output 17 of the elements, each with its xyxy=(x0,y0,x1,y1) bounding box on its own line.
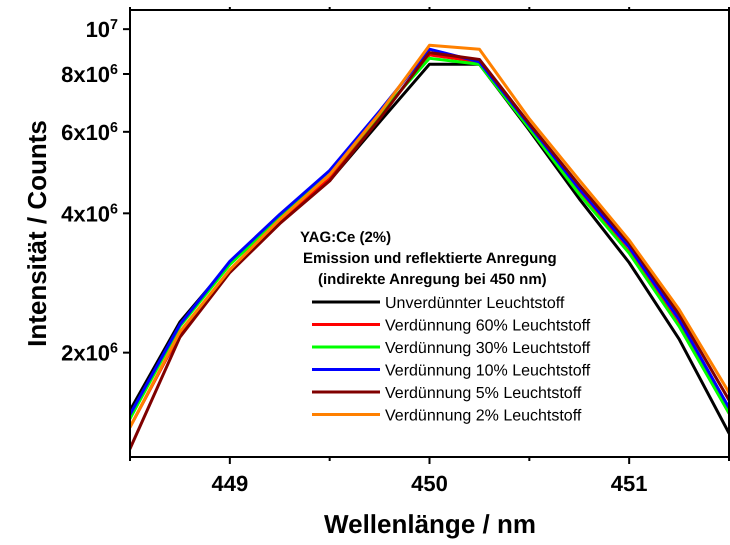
y-tick-label: 4x10$^{6}$ xyxy=(61,201,118,226)
legend-label: Verdünnung 10% Leuchtstoff xyxy=(385,362,591,380)
y-axis-title: Intensität / Counts xyxy=(22,120,52,347)
x-tick-label: 451 xyxy=(610,471,648,496)
y-tick-label: 8x10$^{6}$ xyxy=(61,62,118,88)
legend-label: Verdünnung 5% Leuchtstoff xyxy=(385,385,582,402)
legend-label: Unverdünnter Leuchtstoff xyxy=(385,295,565,312)
legend-label: Verdünnung 60% Leuchtstoff xyxy=(385,318,591,334)
x-tick-label: 449 xyxy=(211,471,248,496)
y-tick-label: 2x10$^{6}$ xyxy=(61,340,118,366)
y-tick-label: 6x10$^{6}$ xyxy=(61,120,118,145)
legend-label: Verdünnung 2% Leuchtstoff xyxy=(385,408,582,424)
legend-title: YAG:Ce (2%) Emission und reflektierte Anregung (indirekte Anregung bei 450 nm) xyxy=(300,229,557,288)
y-tick-label: 10$^{7}$ xyxy=(86,17,118,42)
legend-label: Verdünnung 30% Leuchtstoff xyxy=(385,340,591,357)
x-axis-title: Wellenlänge / nm xyxy=(324,509,536,539)
x-tick-label: 450 xyxy=(411,471,448,496)
